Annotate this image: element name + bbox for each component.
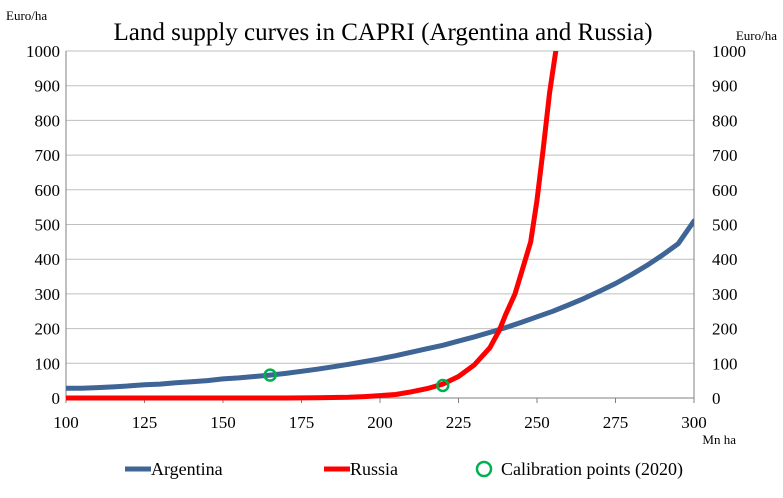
- legend-calibration-points: Calibration points (2020): [475, 459, 683, 480]
- legend-argentina-label: Argentina: [151, 459, 223, 479]
- calibration-markers: [263, 368, 450, 393]
- legend-calibration-points-swatch: [475, 460, 493, 478]
- y-tick-right: 400: [712, 250, 738, 269]
- y-tick-right: 0: [712, 389, 721, 408]
- legend-argentina: Argentina: [125, 459, 223, 479]
- x-tick-label: 200: [367, 413, 393, 432]
- x-tick-label: 150: [210, 413, 236, 432]
- calibration-point: [263, 368, 277, 382]
- y-tick-left: 200: [35, 320, 61, 339]
- y-tick-left: 500: [35, 216, 61, 235]
- y-tick-right: 800: [712, 111, 738, 130]
- x-unit-label: Mn ha: [702, 432, 736, 447]
- series-lines: [66, 51, 694, 401]
- legend-calibration-points-label: Calibration points (2020): [501, 459, 683, 480]
- y-tick-right: 100: [712, 354, 738, 373]
- legend-russia-label: Russia: [350, 459, 398, 479]
- gridlines: [66, 50, 694, 364]
- x-tick-label: 250: [524, 413, 550, 432]
- series-line-russia: [66, 51, 559, 401]
- y-tick-left: 900: [35, 77, 61, 96]
- y-tick-left: 400: [35, 250, 61, 269]
- y-tick-left: 0: [52, 389, 61, 408]
- chart-title: Land supply curves in CAPRI (Argentina a…: [113, 19, 652, 46]
- y-tick-right: 900: [712, 77, 738, 96]
- x-tick-label: 225: [446, 413, 472, 432]
- y-tick-right: 600: [712, 181, 738, 200]
- y-unit-left: Euro/ha: [6, 8, 47, 23]
- y-tick-left: 600: [35, 181, 61, 200]
- y-tick-right: 300: [712, 285, 738, 304]
- y-tick-left: 700: [35, 146, 61, 165]
- x-tick-label: 100: [53, 413, 79, 432]
- y-tick-left: 300: [35, 285, 61, 304]
- x-tick-label: 300: [681, 413, 707, 432]
- x-tick-label: 125: [132, 413, 158, 432]
- y-tick-right: 1000: [712, 42, 746, 61]
- y-tick-right: 700: [712, 146, 738, 165]
- tick-labels: 0 0 100 100 200 200 300 300 400 400 500 500 600 600 70…: [26, 42, 746, 432]
- y-tick-left: 100: [35, 354, 61, 373]
- legend: Argentina Russia Calibration points (2020): [125, 459, 683, 480]
- y-tick-left: 800: [35, 111, 61, 130]
- axes: [65, 51, 695, 403]
- x-tick-label: 275: [603, 413, 629, 432]
- series-line-argentina: [66, 218, 694, 391]
- calibration-point: [436, 378, 450, 393]
- y-tick-right: 200: [712, 320, 738, 339]
- legend-russia: Russia: [324, 459, 398, 479]
- y-unit-right: Euro/ha: [736, 28, 777, 43]
- y-tick-left: 1000: [26, 42, 60, 61]
- y-tick-right: 500: [712, 216, 738, 235]
- x-tick-label: 175: [289, 413, 315, 432]
